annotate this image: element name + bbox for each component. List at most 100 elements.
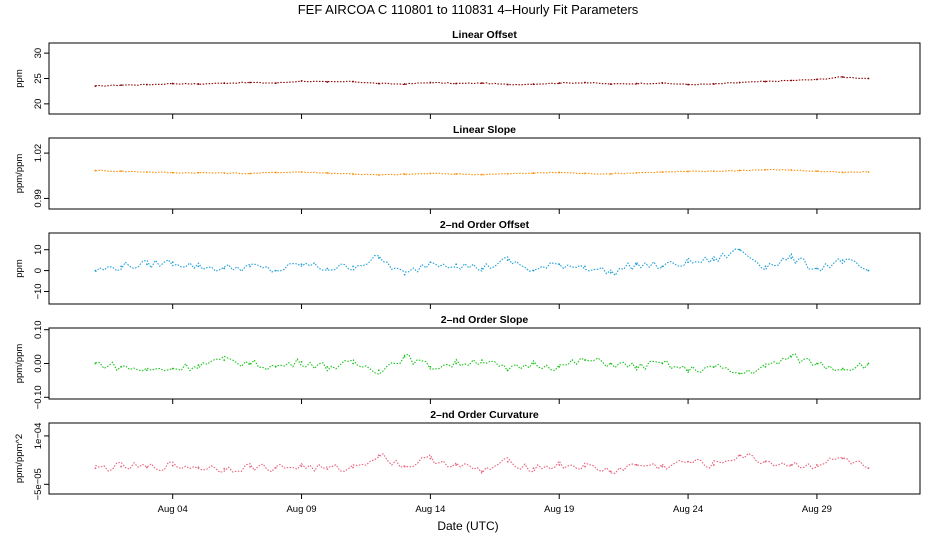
data-point [274,82,277,84]
data-point [94,269,97,272]
data-point [816,464,818,466]
data-point [558,365,561,368]
series-line [95,76,869,87]
data-point [326,365,329,368]
data-point [197,364,200,367]
data-point [712,464,715,466]
data-point [584,81,586,84]
data-point [841,367,844,370]
data-point [584,265,586,268]
data-point [377,369,380,372]
data-point [249,465,251,468]
data-point [687,170,689,173]
x-tick-label: Aug 24 [673,504,703,515]
data-point [171,367,174,370]
data-point [712,83,715,85]
data-point [532,362,535,365]
data-point [120,465,123,468]
data-point [867,269,870,272]
data-point [816,78,818,81]
data-point [403,355,406,358]
data-point [223,82,226,84]
data-point [274,365,277,368]
data-point [687,460,689,463]
data-point [841,259,844,262]
data-point [146,83,148,86]
data-point [274,171,277,174]
data-point [532,269,535,272]
data-point [146,263,148,266]
data-point [532,467,535,470]
y-tick-label: 0.99 [33,189,44,208]
data-point [274,466,277,469]
data-point [506,369,509,372]
data-point [738,169,741,172]
data-point [609,271,612,274]
data-point [790,79,793,82]
data-point [841,457,844,460]
y-axis-label: ppm/ppm [14,344,25,384]
data-point [790,464,793,466]
panel-frame [48,422,921,495]
data-point [300,360,303,363]
figure-title: FEF AIRCOA C 110801 to 110831 4–Hourly F… [298,2,639,17]
data-point [94,362,97,365]
data-point [738,372,741,375]
data-point [816,267,818,270]
data-point [635,171,638,174]
x-tick-label: Aug 04 [158,504,188,515]
data-point [816,362,818,365]
data-point [661,465,664,468]
data-point [403,273,406,276]
y-axis-label: ppm [14,259,25,278]
data-point [300,171,303,173]
data-point [584,172,586,175]
data-point [120,265,123,268]
series-line [95,452,869,474]
data-point [867,362,870,365]
data-point [661,82,664,84]
data-point [584,465,586,468]
data-point [197,171,200,174]
data-point [532,83,535,85]
panel-title: 2–nd Order Offset [440,219,530,231]
data-point [481,470,483,473]
data-point [867,77,870,80]
data-point [790,355,793,358]
data-point [403,465,406,468]
data-point [249,172,251,175]
data-point [584,359,586,362]
data-point [352,466,354,469]
data-point [635,365,638,368]
data-point [712,365,715,368]
data-point [326,81,329,83]
data-point [455,263,458,266]
data-point [558,464,561,466]
y-tick-label: −5e−05 [33,468,44,500]
data-point [506,259,509,262]
data-point [171,464,174,467]
data-point [481,173,483,176]
data-point [867,171,870,173]
data-point [712,170,715,173]
data-point [377,454,380,457]
panel-frame [48,42,921,115]
data-point [661,362,664,365]
data-point [455,362,458,365]
data-point [481,267,483,270]
data-point [816,170,818,173]
data-point [223,467,226,470]
data-point [712,259,715,262]
data-point [300,465,303,468]
y-axis-label: ppm/ppm [14,154,25,194]
data-point [558,171,561,174]
y-tick-label: 0.10 [33,320,44,339]
data-point [661,171,664,173]
data-point [300,80,303,82]
y-tick-label: 0 [33,268,44,273]
data-point [274,269,277,272]
data-point [635,263,638,266]
data-point [841,76,844,78]
data-point [171,82,174,85]
y-tick-label: 30 [33,48,44,59]
